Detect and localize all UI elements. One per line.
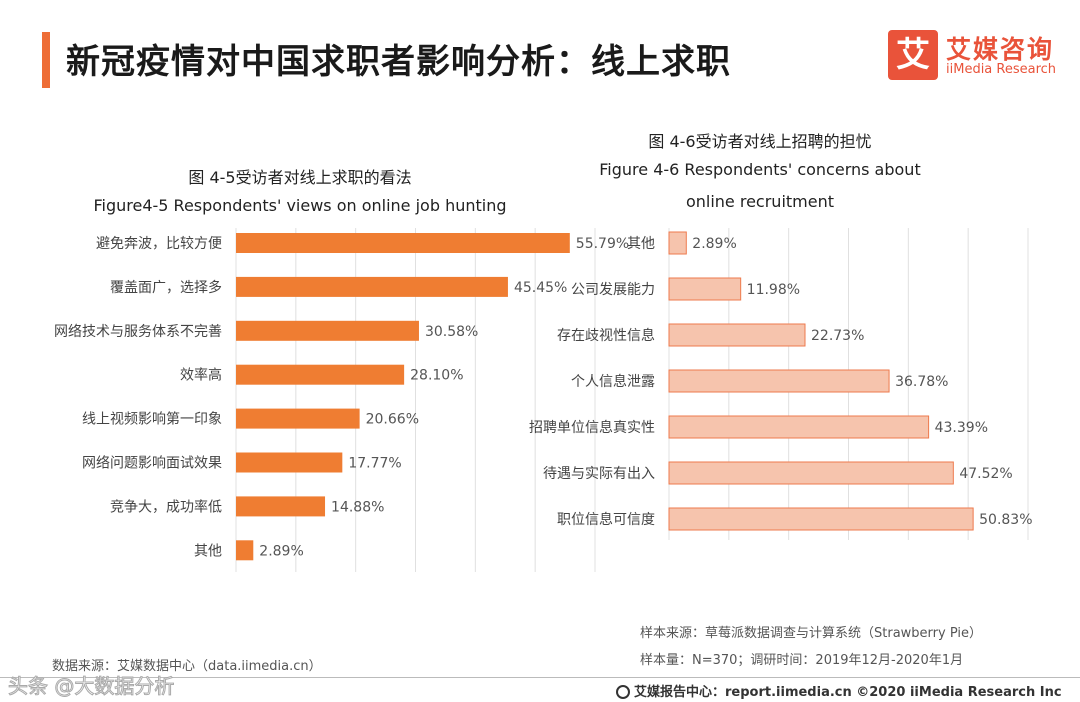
chart0-value-label: 28.10%: [410, 368, 463, 384]
iimedia-logo: 艾 艾媒咨询 iiMedia Research: [888, 30, 1068, 84]
chart0-bar: [236, 364, 405, 385]
chart0-value-label: 30.58%: [425, 324, 478, 340]
right-chart-title-en-line2: online recruitment: [685, 192, 835, 211]
right-chart-title-en-line1: Figure 4-6 Respondents' concerns about: [599, 160, 921, 179]
copyright-text: 艾媒报告中心：report.iimedia.cn ©2020 iiMedia R…: [634, 685, 1062, 700]
page-title: 新冠疫情对中国求职者影响分析：线上求职: [66, 42, 731, 82]
chart1-value-label: 50.83%: [979, 512, 1032, 528]
chart1-bar: [668, 415, 930, 439]
chart1-category-label: 个人信息泄露: [571, 373, 655, 390]
chart1-category-label: 职位信息可信度: [557, 511, 655, 528]
sample-size: 样本量：N=370；调研时间：2019年12月-2020年1月: [640, 653, 964, 668]
chart0-value-label: 20.66%: [366, 412, 419, 428]
chart0-value-label: 14.88%: [331, 499, 384, 515]
chart0-category-label: 网络技术与服务体系不完善: [54, 324, 222, 340]
chart0-category-label: 其他: [194, 543, 222, 559]
globe-icon: [616, 685, 630, 699]
watermark: 头条 @大数据分析: [7, 674, 175, 699]
chart1-bar: [668, 507, 974, 531]
chart0-value-label: 17.77%: [348, 456, 401, 472]
chart1-value-label: 47.52%: [959, 466, 1012, 482]
chart0-bar: [236, 540, 254, 561]
chart1-value-label: 36.78%: [895, 374, 948, 390]
logo-mark-icon: 艾: [888, 30, 938, 80]
chart1-value-label: 22.73%: [811, 328, 864, 344]
chart0-bar: [236, 452, 343, 473]
chart1-bar: [668, 461, 954, 485]
chart1-bar: [668, 323, 806, 347]
data-source: 数据来源：艾媒数据中心（data.iimedia.cn）: [52, 659, 322, 674]
footer-divider: [0, 677, 1080, 678]
chart0-bar: [236, 496, 326, 517]
left-chart-title-en: Figure4-5 Respondents' views on online j…: [93, 196, 507, 215]
chart1-value-label: 43.39%: [935, 420, 988, 436]
chart1-value-label: 2.89%: [692, 236, 736, 252]
chart0-value-label: 45.45%: [514, 280, 567, 296]
chart1-category-label: 待遇与实际有出入: [543, 466, 655, 482]
chart1-value-label: 11.98%: [747, 282, 800, 298]
chart0-value-label: 2.89%: [259, 543, 303, 559]
chart0-bar: [236, 408, 360, 429]
chart0-category-label: 效率高: [180, 367, 222, 384]
chart0-bar: [236, 233, 570, 253]
chart0-value-label: 55.79%: [576, 236, 629, 252]
chart0-category-label: 线上视频影响第一印象: [82, 411, 222, 428]
chart1-bar: [668, 369, 890, 393]
chart1-bar: [668, 277, 742, 301]
chart1-category-label: 招聘单位信息真实性: [529, 419, 655, 436]
chart0-category-label: 覆盖面广，选择多: [110, 279, 222, 296]
chart0-bar: [236, 320, 419, 341]
chart0-category-label: 避免奔波，比较方便: [96, 236, 222, 252]
chart0-bar: [236, 276, 508, 297]
logo-en-text: iiMedia Research: [946, 62, 1057, 77]
chart0-category-label: 网络问题影响面试效果: [82, 456, 222, 472]
footer-copyright: 艾媒报告中心：report.iimedia.cn ©2020 iiMedia R…: [616, 681, 1062, 700]
chart1-bar: [668, 231, 687, 255]
chart1-category-label: 存在歧视性信息: [557, 327, 655, 344]
chart1-category-label: 其他: [627, 236, 655, 252]
sample-source: 样本来源：草莓派数据调查与计算系统（Strawberry Pie）: [640, 626, 982, 641]
chart0-category-label: 竞争大，成功率低: [110, 498, 222, 515]
right-chart-title-cn: 图 4-6受访者对线上招聘的担忧: [648, 132, 872, 151]
title-accent-bar: [42, 32, 50, 88]
chart1-category-label: 公司发展能力: [571, 282, 655, 298]
logo-cn-text: 艾媒咨询: [946, 35, 1055, 64]
left-chart-title-cn: 图 4-5受访者对线上求职的看法: [188, 168, 412, 187]
